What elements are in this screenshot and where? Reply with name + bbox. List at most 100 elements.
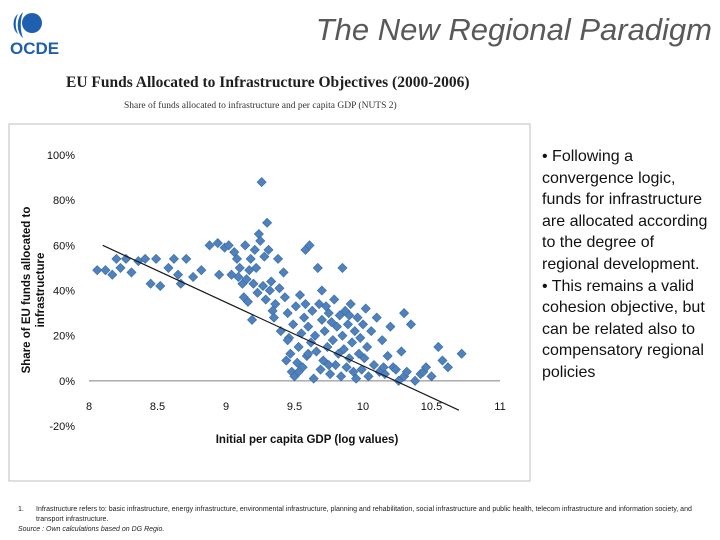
data-point [311, 346, 322, 357]
x-tick-label: 10.5 [421, 401, 442, 413]
data-point [304, 240, 315, 251]
chart-title: EU Funds Allocated to Infrastructure Obj… [66, 74, 470, 91]
bullet-list: • Following a convergence logic, funds f… [542, 146, 714, 384]
data-point [241, 274, 252, 285]
data-points [92, 177, 467, 386]
data-point [279, 292, 290, 303]
data-point [437, 355, 448, 366]
data-point [111, 253, 122, 264]
data-point [115, 262, 126, 273]
data-point [342, 319, 353, 330]
data-point [278, 267, 289, 278]
data-point [316, 285, 327, 296]
footnote-number: 1. [18, 506, 24, 513]
data-point [433, 341, 444, 352]
y-tick-label: 40% [53, 286, 75, 298]
slide-title: The New Regional Paradigm [315, 12, 712, 47]
data-point [293, 341, 304, 352]
data-point [212, 238, 223, 249]
data-point [259, 251, 270, 262]
y-tick-label: 60% [53, 240, 75, 252]
data-point [245, 253, 256, 264]
data-point [379, 369, 390, 380]
data-point [456, 348, 467, 359]
data-point [352, 312, 363, 323]
data-point [214, 269, 225, 280]
data-point [260, 294, 271, 305]
y-axis-title-line1: Share of EU funds allocated to [21, 207, 33, 374]
oecd-logo: OCDE [6, 8, 66, 58]
data-point [92, 265, 103, 276]
data-point [353, 348, 364, 359]
data-point [371, 312, 382, 323]
y-tick-label: 100% [47, 150, 75, 162]
data-point [282, 308, 293, 319]
data-point [266, 276, 277, 287]
oecd-logo-text: OCDE [10, 39, 59, 58]
data-point [316, 314, 327, 325]
data-point [285, 348, 296, 359]
data-point [385, 321, 396, 332]
data-point [155, 280, 166, 292]
data-point [145, 278, 156, 289]
data-point [349, 326, 360, 337]
bullet-item: • Following a convergence logic, funds f… [542, 148, 708, 273]
data-point [231, 253, 242, 264]
data-point [341, 362, 352, 373]
data-point [323, 308, 334, 319]
data-point [325, 369, 336, 380]
data-point [251, 262, 262, 273]
x-tick-label: 11 [494, 401, 505, 413]
data-point [173, 269, 184, 280]
data-point [242, 296, 253, 307]
data-point [252, 287, 263, 298]
y-axis-title-line2: infrastructure [35, 253, 47, 328]
data-point [330, 360, 341, 371]
data-point [270, 299, 281, 310]
data-point [290, 301, 301, 312]
data-point [362, 341, 373, 352]
y-tick-label: -20% [49, 421, 75, 433]
data-point [288, 319, 299, 330]
y-tick-label: 80% [53, 195, 75, 207]
data-point [368, 360, 379, 371]
data-point [329, 294, 340, 305]
data-point [181, 253, 192, 264]
data-point [281, 355, 292, 366]
data-point [366, 326, 377, 337]
data-point [233, 271, 244, 282]
data-point [323, 360, 334, 371]
data-point [331, 321, 342, 332]
footnote-text: Infrastructure refers to: basic infrastr… [36, 506, 692, 523]
footnote-source: Source : Own calculations based on DG Re… [18, 526, 165, 533]
data-point [107, 269, 118, 280]
data-point [327, 335, 338, 346]
data-point [255, 235, 266, 246]
data-point [303, 348, 314, 359]
data-point [390, 364, 401, 375]
data-point [405, 319, 416, 330]
data-point [262, 217, 273, 228]
x-tick-label: 10 [357, 401, 369, 413]
data-point [312, 262, 323, 273]
data-point [248, 278, 259, 289]
data-point [336, 371, 347, 382]
chart-subtitle: Share of funds allocated to infrastructu… [124, 101, 397, 111]
data-point [326, 317, 337, 328]
data-point [420, 362, 432, 373]
data-point [100, 265, 111, 276]
data-point [382, 350, 393, 362]
y-tick-label: 0% [59, 376, 75, 388]
data-point [293, 366, 304, 377]
data-point [347, 337, 358, 348]
data-point [319, 326, 330, 337]
data-point [377, 335, 388, 346]
x-axis-title: Initial per capita GDP (log values) [216, 434, 399, 446]
x-tick-label: 8 [86, 401, 92, 413]
data-point [399, 308, 410, 319]
x-tick-labels: 8 8.5 9 9.5 10 10.5 11 [86, 401, 506, 413]
data-point [268, 312, 279, 323]
data-point [351, 373, 362, 384]
data-point [249, 244, 260, 255]
